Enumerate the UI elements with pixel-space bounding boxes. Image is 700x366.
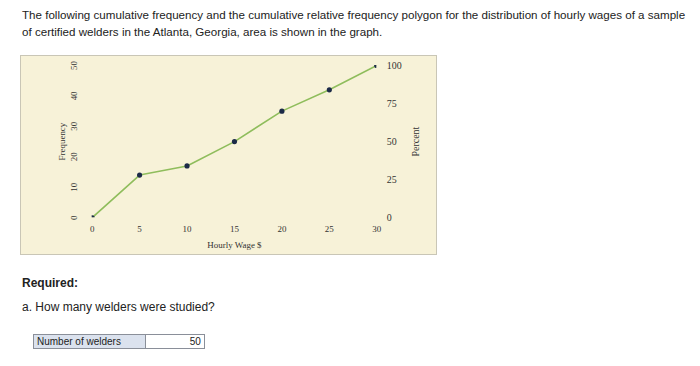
html-text:Required:: Required: [22, 276, 78, 290]
svg-text:40: 40 [69, 91, 79, 100]
svg-text:0: 0 [90, 224, 95, 234]
html-text:The following cumulative frequ: The following cumulative frequency and t… [22, 8, 686, 38]
svg-text:Frequency: Frequency [57, 122, 67, 160]
svg-text:30: 30 [372, 224, 381, 234]
svg-text:Hourly Wage $: Hourly Wage $ [207, 240, 262, 250]
html-text:Number of welders: Number of welders [37, 336, 121, 347]
html-text:50: 50 [189, 336, 201, 347]
svg-text:50: 50 [69, 60, 79, 69]
svg-text:Percent: Percent [410, 126, 421, 156]
svg-text:0: 0 [69, 215, 79, 220]
svg-text:20: 20 [69, 152, 79, 161]
svg-text:0: 0 [387, 212, 392, 223]
svg-text:100: 100 [387, 60, 402, 71]
svg-text:10: 10 [69, 182, 79, 191]
svg-text:5: 5 [137, 224, 142, 234]
svg-text:20: 20 [277, 224, 286, 234]
svg-text:25: 25 [387, 174, 397, 185]
svg-text:30: 30 [69, 121, 79, 130]
svg-text:75: 75 [387, 98, 397, 109]
svg-text:15: 15 [230, 224, 239, 234]
svg-text:25: 25 [325, 224, 334, 234]
html-text:a. How many welders were studi: a. How many welders were studied? [22, 300, 215, 314]
svg-text:10: 10 [183, 224, 192, 234]
svg-text:50: 50 [387, 136, 397, 147]
